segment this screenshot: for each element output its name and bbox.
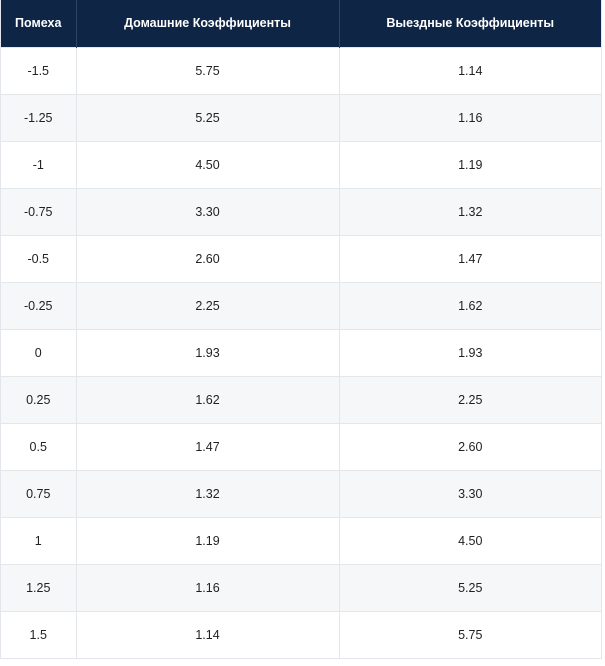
cell-home-odds: 1.14 xyxy=(75,610,339,658)
table-row: 0.25 1.62 2.25 xyxy=(1,375,601,423)
table-row: -0.5 2.60 1.47 xyxy=(1,234,601,282)
cell-away-odds: 2.25 xyxy=(338,375,601,423)
cell-away-odds: 5.75 xyxy=(338,610,601,658)
cell-home-odds: 4.50 xyxy=(75,140,339,188)
cell-away-odds: 1.62 xyxy=(338,281,601,329)
cell-home-odds: 1.47 xyxy=(75,422,339,470)
cell-away-odds: 3.30 xyxy=(338,469,601,517)
table-row: -0.25 2.25 1.62 xyxy=(1,281,601,329)
cell-handicap: 1.5 xyxy=(1,610,76,658)
cell-handicap: 0.75 xyxy=(1,469,76,517)
cell-away-odds: 2.60 xyxy=(338,422,601,470)
cell-home-odds: 1.93 xyxy=(75,328,339,376)
cell-handicap: -1.25 xyxy=(1,93,76,141)
cell-home-odds: 1.19 xyxy=(75,516,339,564)
cell-away-odds: 1.19 xyxy=(338,140,601,188)
table-body: -1.5 5.75 1.14 -1.25 5.25 1.16 -1 4.50 1… xyxy=(1,46,601,658)
cell-away-odds: 1.14 xyxy=(338,46,601,94)
cell-handicap: 1 xyxy=(1,516,76,564)
cell-home-odds: 1.62 xyxy=(75,375,339,423)
table-row: -1 4.50 1.19 xyxy=(1,140,601,188)
header-row: Помеха Домашние Коэффициенты Выездные Ко… xyxy=(1,0,601,47)
table-row: -1.5 5.75 1.14 xyxy=(1,46,601,94)
cell-home-odds: 1.16 xyxy=(75,563,339,611)
cell-away-odds: 4.50 xyxy=(338,516,601,564)
cell-handicap: 1.25 xyxy=(1,563,76,611)
table-header: Помеха Домашние Коэффициенты Выездные Ко… xyxy=(1,0,601,47)
cell-away-odds: 1.47 xyxy=(338,234,601,282)
cell-handicap: 0.5 xyxy=(1,422,76,470)
header-away-odds: Выездные Коэффициенты xyxy=(338,0,601,47)
handicap-odds-table: Помеха Домашние Коэффициенты Выездные Ко… xyxy=(1,0,601,658)
table-row: 1.5 1.14 5.75 xyxy=(1,610,601,658)
cell-handicap: -0.25 xyxy=(1,281,76,329)
header-handicap: Помеха xyxy=(15,16,62,31)
table-row: 0 1.93 1.93 xyxy=(1,328,601,376)
cell-handicap: -0.5 xyxy=(1,234,76,282)
cell-handicap: 0 xyxy=(1,328,76,376)
cell-away-odds: 1.32 xyxy=(338,187,601,235)
cell-home-odds: 5.25 xyxy=(75,93,339,141)
table-row: 1.25 1.16 5.25 xyxy=(1,563,601,611)
cell-away-odds: 1.93 xyxy=(338,328,601,376)
cell-handicap: -1 xyxy=(1,140,76,188)
cell-home-odds: 3.30 xyxy=(75,187,339,235)
cell-home-odds: 1.32 xyxy=(75,469,339,517)
table-row: 0.5 1.47 2.60 xyxy=(1,422,601,470)
header-home-odds: Домашние Коэффициенты xyxy=(75,0,339,47)
cell-away-odds: 1.16 xyxy=(338,93,601,141)
cell-handicap: -1.5 xyxy=(1,46,76,94)
cell-away-odds: 5.25 xyxy=(338,563,601,611)
cell-home-odds: 2.25 xyxy=(75,281,339,329)
table-row: -0.75 3.30 1.32 xyxy=(1,187,601,235)
cell-home-odds: 2.60 xyxy=(75,234,339,282)
table-row: -1.25 5.25 1.16 xyxy=(1,93,601,141)
table-row: 0.75 1.32 3.30 xyxy=(1,469,601,517)
table-row: 1 1.19 4.50 xyxy=(1,516,601,564)
cell-handicap: 0.25 xyxy=(1,375,76,423)
cell-handicap: -0.75 xyxy=(1,187,76,235)
cell-home-odds: 5.75 xyxy=(75,46,339,94)
